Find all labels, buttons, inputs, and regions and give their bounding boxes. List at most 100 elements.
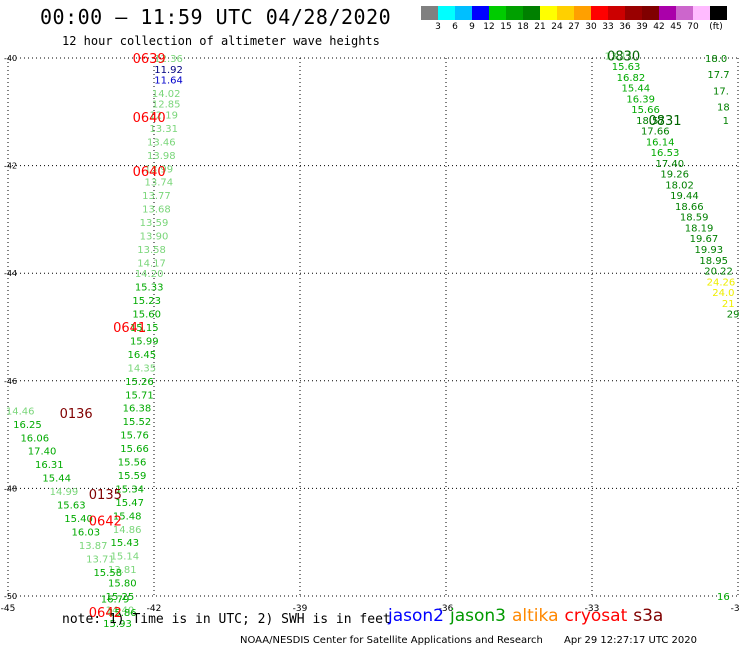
wave-height-value: 15.58 [93, 568, 122, 579]
color-swatch [591, 6, 608, 20]
wave-height-value: 16.31 [35, 460, 64, 471]
wave-height-value: 15.63 [57, 501, 86, 512]
wave-height-value: 13.81 [108, 565, 137, 576]
wave-height-value: 15.15 [130, 323, 159, 334]
wave-height-value: 13.58 [137, 245, 166, 256]
wave-height-value: 13.11 [604, 51, 633, 62]
wave-height-value: 29 [727, 310, 740, 321]
chart-grid [7, 57, 739, 597]
color-swatch [523, 6, 540, 20]
wave-height-value: 15.40 [64, 514, 93, 525]
color-scale-label: 18 [517, 22, 529, 32]
color-swatch [438, 6, 455, 20]
x-tick-label: -45 [1, 604, 16, 614]
chart-title: 00:00 – 11:59 UTC 04/28/2020 [40, 5, 392, 29]
wave-height-value: 16.82 [617, 73, 646, 84]
wave-height-value: 13.71 [86, 554, 115, 565]
wave-height-value: 14.17 [137, 258, 166, 269]
wave-height-value: 15.25 [106, 592, 135, 603]
wave-height-value: 14.02 [152, 89, 181, 100]
color-swatch [642, 6, 659, 20]
color-scale-label: 30 [585, 22, 597, 32]
wave-height-value: 16.53 [651, 148, 680, 159]
color-swatch [625, 6, 642, 20]
wave-height-value: 15.93 [103, 619, 132, 630]
wave-height-value: 17.7 [707, 70, 729, 81]
wave-height-value: 13.77 [142, 191, 171, 202]
wave-height-value: 17.40 [28, 447, 57, 458]
wave-height-value: 18.19 [685, 223, 714, 234]
wave-height-value: 13.99 [145, 164, 174, 175]
wave-height-value: 1 [723, 116, 729, 127]
pass-time-label: 0639 [133, 52, 166, 67]
wave-height-value: 15.86 [108, 608, 137, 619]
color-swatch [472, 6, 489, 20]
pass-time-label: 0640 [133, 165, 166, 180]
chart-subtitle: 12 hour collection of altimeter wave hei… [62, 34, 380, 48]
pass-time-label: 0830 [607, 49, 640, 64]
wave-height-value: 16.03 [72, 527, 101, 538]
color-scale-label: 70 [687, 22, 699, 32]
wave-height-value: 11.64 [154, 76, 183, 87]
color-scale-swatches [421, 6, 740, 20]
color-swatch [659, 6, 676, 20]
color-scale-label: 21 [534, 22, 546, 32]
wave-height-value: 14.20 [135, 269, 164, 280]
x-tick-label: -33 [585, 604, 600, 614]
wave-height-value: 16.45 [128, 350, 157, 361]
wave-height-value: 12.85 [152, 100, 181, 111]
wave-height-value: 15.33 [135, 283, 164, 294]
color-scale-label: 3 [435, 22, 441, 32]
wave-height-value: 16.14 [646, 137, 675, 148]
x-tick-label: -30 [731, 604, 740, 614]
wave-height-value: 16 [717, 592, 730, 603]
color-swatch [557, 6, 574, 20]
wave-height-value: 20.22 [704, 267, 733, 278]
pass-time-label: 0640 [133, 111, 166, 126]
wave-height-value: 15.44 [42, 474, 71, 485]
color-swatch [608, 6, 625, 20]
color-swatch [676, 6, 693, 20]
wave-height-value: 12.19 [149, 110, 178, 121]
wave-height-value: 18.0 [705, 54, 727, 65]
wave-height-value: 15.52 [123, 417, 152, 428]
wave-height-value: 13.98 [147, 151, 176, 162]
color-scale-label: 24 [551, 22, 563, 32]
legend-item-s3a: s3a [633, 606, 664, 626]
wave-height-value: 24.0 [712, 288, 734, 299]
pass-time-label: 0136 [60, 407, 93, 422]
wave-height-value: 15.44 [621, 84, 650, 95]
wave-height-value: 21 [722, 299, 735, 310]
wave-height-value: 19.26 [660, 170, 689, 181]
wave-height-value: 18.95 [699, 256, 728, 267]
wave-height-value: 19.44 [670, 191, 699, 202]
wave-height-value: 13.74 [145, 178, 174, 189]
x-tick-label: -39 [293, 604, 308, 614]
color-scale-label: 12 [483, 22, 495, 32]
wave-height-value: 15.59 [118, 471, 147, 482]
legend-item-cryosat: cryosat [564, 606, 628, 626]
wave-height-value: 15.66 [631, 105, 660, 116]
wave-height-value: 13.90 [140, 232, 169, 243]
wave-height-value: 14.46 [6, 406, 35, 417]
wave-height-value: 15.43 [110, 538, 139, 549]
wave-height-value: 13.68 [142, 205, 171, 216]
color-scale-label: 9 [469, 22, 475, 32]
y-tick-label: -44 [4, 269, 17, 278]
color-swatch [710, 6, 727, 20]
wave-height-value: 14.86 [113, 525, 142, 536]
wave-height-value: 12.36 [154, 54, 183, 65]
wave-height-value: 16.38 [123, 404, 152, 415]
wave-height-value: 17.66 [641, 127, 670, 138]
wave-height-value: 18.57 [636, 116, 665, 127]
color-scale-label: 33 [602, 22, 614, 32]
footer-credit: NOAA/NESDIS Center for Satellite Applica… [240, 635, 543, 646]
color-scale-label: 36 [619, 22, 631, 32]
wave-height-value: 24.26 [707, 277, 736, 288]
wave-height-value: 15.23 [132, 296, 161, 307]
wave-height-value: 15.99 [130, 336, 159, 347]
wave-height-value: 15.14 [110, 552, 139, 563]
wave-height-value: 15.80 [108, 579, 137, 590]
